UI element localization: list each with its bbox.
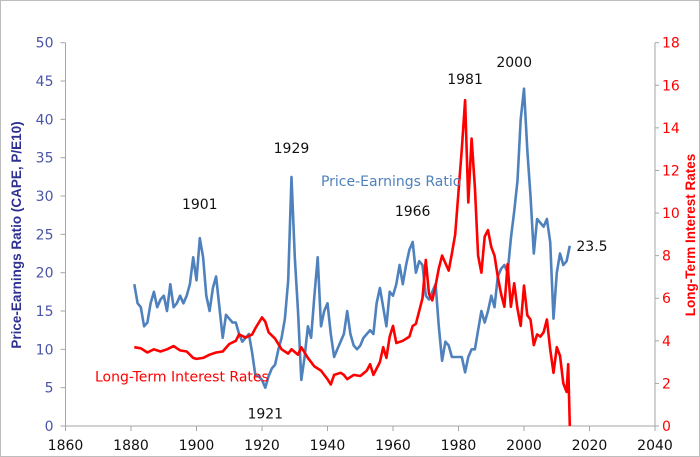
right-tick-label: 0 [662,419,671,435]
annotations: 1901 1929 Price-Earnings Ratio 1966 1981 2000… [95,55,608,422]
x-tick-label: 1960 [375,438,411,454]
series-lines [133,87,572,427]
x-tick-label: 1940 [310,438,346,454]
x-tick-label: 2000 [506,438,542,454]
right-tick-label: 8 [662,249,671,265]
left-tick-label: 10 [36,342,54,358]
annotation-label: 23.5 [576,239,607,255]
right-tick-label: 12 [662,163,680,179]
right-tick-label: 10 [662,206,680,222]
left-tick-label: 45 [36,74,54,90]
annotation-label: 2000 [496,55,532,71]
x-tick-label: 2040 [637,438,673,454]
annotation-label: 1981 [447,72,483,88]
right-tick-label: 16 [662,78,680,94]
left-tick-label: 5 [45,381,54,397]
left-tick-label: 20 [36,266,54,282]
left-tick-label: 25 [36,227,54,243]
left-axis-label: Price-Earnings Ratio (CAPE, P/E10) [9,121,24,348]
right-tick-label: 14 [662,121,680,137]
interest-rate-line [134,98,572,427]
x-tick-label: 1920 [244,438,280,454]
annotation-label: Price-Earnings Ratio [321,174,461,190]
x-tick-label: 1880 [113,438,149,454]
axes: 1860 1880 1900 1920 1940 1960 1980 2000 2020 2040… [36,36,680,454]
right-tick-label: 18 [662,36,680,52]
x-tick-label: 1860 [48,438,84,454]
right-axis-label: Long-Term Interest Rates [683,154,698,317]
pe-ratio-line [133,87,572,389]
right-tick-label: 4 [662,334,671,350]
annotation-label: 1929 [274,141,310,157]
left-tick-label: 15 [36,304,54,320]
left-tick-label: 30 [36,189,54,205]
annotation-label: 1901 [182,197,218,213]
left-tick-label: 50 [36,36,54,52]
annotation-label: 1966 [395,204,431,220]
x-tick-label: 1900 [179,438,215,454]
left-tick-label: 40 [36,112,54,128]
left-tick-label: 0 [45,419,54,435]
left-tick-label: 35 [36,151,54,167]
annotation-label: Long-Term Interest Rates [95,370,269,386]
x-tick-label: 1980 [441,438,477,454]
annotation-label: 1921 [247,406,283,422]
right-tick-label: 2 [662,376,671,392]
x-tick-label: 2020 [572,438,608,454]
right-tick-label: 6 [662,291,671,307]
